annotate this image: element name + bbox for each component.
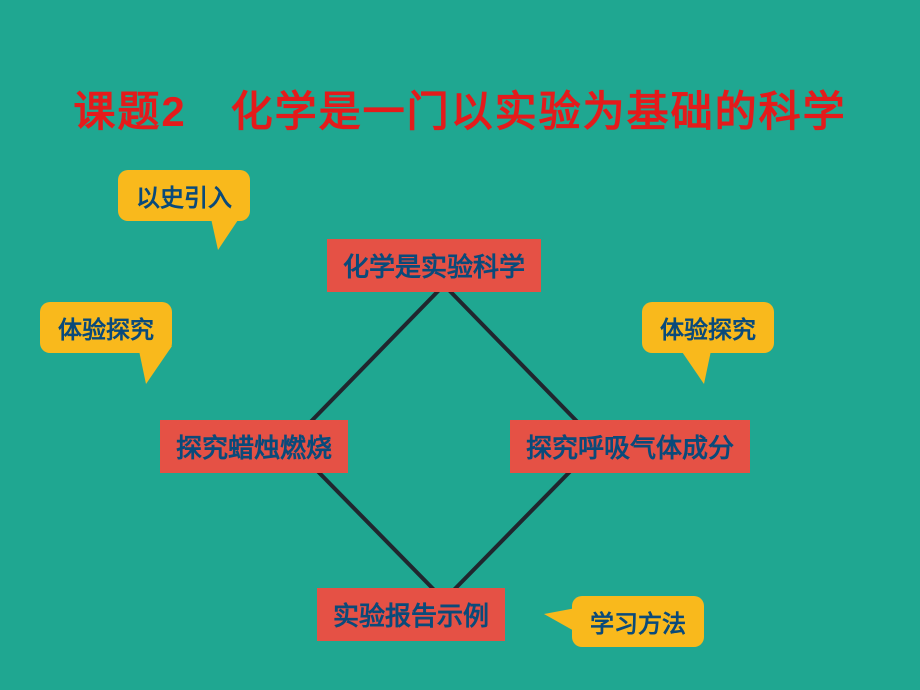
- callout-method: 学习方法: [572, 596, 704, 647]
- node-top: 化学是实验科学: [327, 239, 541, 292]
- node-bottom: 实验报告示例: [317, 588, 505, 641]
- callout-method-tail: [544, 608, 576, 632]
- callout-history-tail: [210, 214, 242, 250]
- callout-explore-left-tail: [138, 346, 172, 384]
- page-title: 课题2 化学是一门以实验为基础的科学: [0, 78, 920, 139]
- node-left: 探究蜡烛燃烧: [160, 420, 348, 473]
- callout-explore-right-tail: [678, 346, 712, 384]
- node-right: 探究呼吸气体成分: [510, 420, 750, 473]
